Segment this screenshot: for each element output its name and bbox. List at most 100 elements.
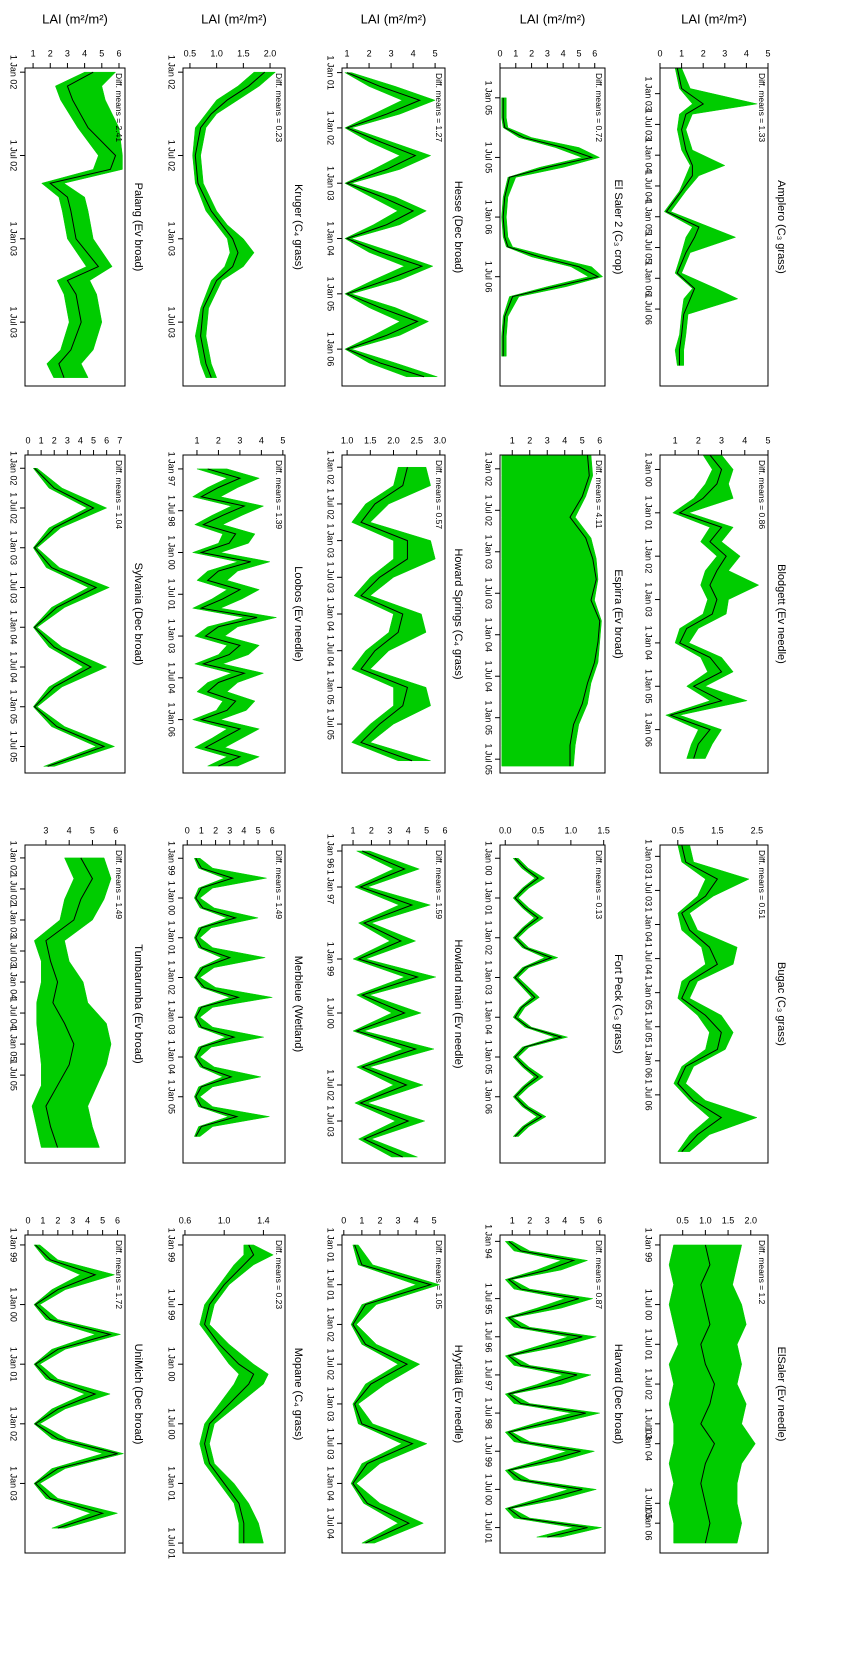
panel-frame: [182, 844, 286, 1164]
mean-line: [360, 467, 413, 762]
x-tick-label: 1 Jul 04: [167, 662, 177, 694]
y-tick-label: 3: [70, 1215, 75, 1225]
mean-line: [194, 71, 266, 378]
annotation: Diff. means = 1.39: [274, 460, 284, 529]
annotation: Diff. means = 0.86: [757, 460, 767, 529]
panel-title: Hyytiälä (Ev needle): [452, 1345, 464, 1443]
x-tick-label: 1 Jul 97: [484, 1359, 494, 1391]
y-tick-label: 3: [722, 48, 727, 58]
y-tick-label: 2: [377, 1215, 382, 1225]
y-tick-label: 0.5: [532, 825, 545, 835]
panel-title: Hesse (Dec broad): [452, 181, 464, 273]
x-tick-label: 1 Jan 94: [484, 1224, 494, 1259]
x-tick-label: 1 Jul 01: [644, 1329, 654, 1361]
y-tick-label: 1: [40, 1215, 45, 1225]
y-tick-label: 6: [270, 825, 275, 835]
x-tick-label: 1 Jan 06: [484, 200, 494, 235]
panel-frame: [659, 1234, 769, 1554]
y-tick-label: 1.5: [722, 1215, 735, 1225]
y-tick-label: 6: [116, 48, 121, 58]
mean-line: [49, 71, 117, 378]
x-tick-label: 1 Jan 01: [9, 1347, 19, 1382]
y-tick-label: 3: [65, 435, 70, 445]
x-tick-label: 1 Jul 02: [9, 140, 19, 172]
range-band: [33, 1244, 125, 1529]
mean-line: [345, 72, 425, 378]
x-tick-label: 1 Jul 04: [644, 170, 654, 202]
panel-frame: [24, 844, 126, 1164]
x-tick-label: 1 Jul 03: [326, 1105, 336, 1137]
x-tick-label: 1 Jan 99: [326, 942, 336, 977]
panel-frame: [24, 1234, 126, 1554]
x-tick-label: 1 Jan 00: [484, 841, 494, 876]
x-tick-label: 1 Jul 02: [167, 140, 177, 172]
panel-frame: [499, 454, 606, 774]
x-tick-label: 1 Jul 01: [326, 1269, 336, 1301]
x-tick-label: 1 Jan 00: [9, 1287, 19, 1322]
y-tick-label: 2: [696, 435, 701, 445]
y-tick-label: 3: [237, 435, 242, 445]
x-tick-label: 1 Jul 06: [644, 293, 654, 325]
annotation: Diff. means = 0.57: [434, 460, 444, 529]
panel-frame: [341, 1234, 446, 1554]
x-tick-label: 1 Jan 04: [9, 965, 19, 1000]
y-tick-label: 1: [679, 48, 684, 58]
range-band: [41, 71, 123, 378]
y-tick-label: 4: [78, 435, 83, 445]
range-band: [504, 1241, 602, 1538]
x-tick-label: 1 Jan 99: [644, 1228, 654, 1263]
range-band: [663, 67, 758, 366]
y-tick-label: 1.5: [597, 825, 610, 835]
range-band: [191, 468, 277, 767]
x-tick-label: 1 Jul 99: [484, 1435, 494, 1467]
y-tick-label: 3: [65, 48, 70, 58]
y-tick-label: 5: [91, 435, 96, 445]
y-tick-label: 4: [744, 48, 749, 58]
panel-title: Howland main (Ev needle): [452, 939, 464, 1068]
x-tick-label: 1 Jan 02: [9, 451, 19, 486]
mean-line: [355, 850, 420, 1158]
x-tick-label: 1 Jan 03: [326, 1387, 336, 1422]
mean-line: [204, 1244, 255, 1544]
annotation: Diff. means = 0.13: [594, 850, 604, 919]
y-tick-label: 1: [513, 48, 518, 58]
y-tick-label: 0: [185, 825, 190, 835]
annotation: Diff. means = 1.05: [434, 1240, 444, 1309]
y-tick-label: 3: [43, 825, 48, 835]
x-tick-label: 1 Jul 98: [167, 495, 177, 527]
x-tick-label: 1 Jul 04: [9, 997, 19, 1029]
x-tick-label: 1 Jan 03: [644, 839, 654, 874]
x-tick-label: 1 Jan 03: [484, 960, 494, 995]
x-tick-label: 1 Jan 02: [9, 55, 19, 90]
y-tick-label: 2: [213, 825, 218, 835]
y-tick-label: 1.0: [565, 825, 578, 835]
x-tick-label: 1 Jan 04: [326, 1466, 336, 1501]
x-tick-label: 1 Jan 04: [644, 626, 654, 661]
x-tick-label: 1 Jan 06: [644, 261, 654, 296]
y-tick-label: 5: [765, 435, 770, 445]
y-axis-label: LAI (m²/m²): [42, 11, 108, 26]
y-tick-label: 5: [580, 435, 585, 445]
panel-frame: [24, 454, 126, 774]
y-tick-label: 5: [765, 48, 770, 58]
x-tick-label: 1 Jul 03: [9, 306, 19, 338]
y-tick-label: 2: [529, 48, 534, 58]
y-tick-label: 4: [67, 825, 72, 835]
panel-title: Mopane (C₄ grass): [292, 1348, 304, 1441]
range-band: [501, 454, 602, 767]
x-tick-label: 1 Jan 06: [167, 702, 177, 737]
y-tick-label: 1: [199, 825, 204, 835]
x-tick-label: 1 Jan 99: [167, 1228, 177, 1263]
x-tick-label: 1 Jul 00: [326, 997, 336, 1029]
y-tick-label: 2.0: [387, 435, 400, 445]
mean-line: [668, 454, 727, 759]
y-axis-label: LAI (m²/m²): [361, 11, 427, 26]
range-band: [350, 1244, 441, 1544]
y-tick-label: 4: [561, 48, 566, 58]
y-tick-label: 3: [227, 825, 232, 835]
annotation: Diff. means = 1.49: [114, 850, 124, 919]
y-tick-label: 3: [389, 48, 394, 58]
x-tick-label: 1 Jul 01: [484, 1512, 494, 1544]
x-tick-label: 1 Jul 00: [484, 1474, 494, 1506]
x-tick-label: 1 Jul 03: [9, 572, 19, 604]
